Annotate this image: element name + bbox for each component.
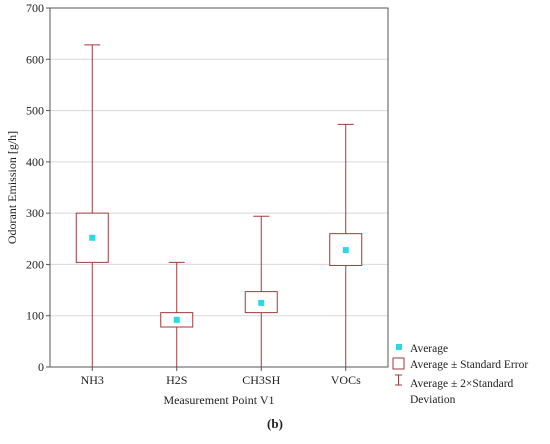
x-tick-label: VOCs bbox=[331, 373, 361, 387]
legend-sd-label-line2: Deviation bbox=[410, 394, 456, 406]
x-axis-label: Measurement Point V1 bbox=[163, 393, 274, 407]
y-tick-label: 300 bbox=[26, 206, 44, 220]
legend-average-label: Average bbox=[410, 343, 448, 355]
y-tick-label: 400 bbox=[26, 155, 44, 169]
plot-frame bbox=[50, 8, 388, 367]
y-tick-label: 100 bbox=[26, 309, 44, 323]
legend-se-label: Average ± Standard Error bbox=[410, 359, 528, 371]
y-axis-label: Odorant Emission [g/h] bbox=[5, 131, 19, 244]
y-tick-label: 200 bbox=[26, 257, 44, 271]
average-marker bbox=[89, 235, 95, 241]
y-tick-label: 500 bbox=[26, 104, 44, 118]
y-tick-label: 0 bbox=[38, 360, 44, 374]
x-tick-label: NH3 bbox=[81, 373, 104, 387]
legend-sd-label: Average ± 2×Standard bbox=[410, 378, 514, 390]
x-tick-label: H2S bbox=[166, 373, 187, 387]
y-tick-label: 600 bbox=[26, 52, 44, 66]
panel-label: (b) bbox=[0, 416, 550, 432]
average-marker bbox=[343, 247, 349, 253]
y-tick-label: 700 bbox=[26, 1, 44, 15]
legend-average-icon bbox=[396, 344, 402, 350]
average-marker bbox=[174, 317, 180, 323]
legend-se-box-icon bbox=[393, 358, 404, 369]
x-tick-label: CH3SH bbox=[242, 373, 280, 387]
average-marker bbox=[258, 300, 264, 306]
